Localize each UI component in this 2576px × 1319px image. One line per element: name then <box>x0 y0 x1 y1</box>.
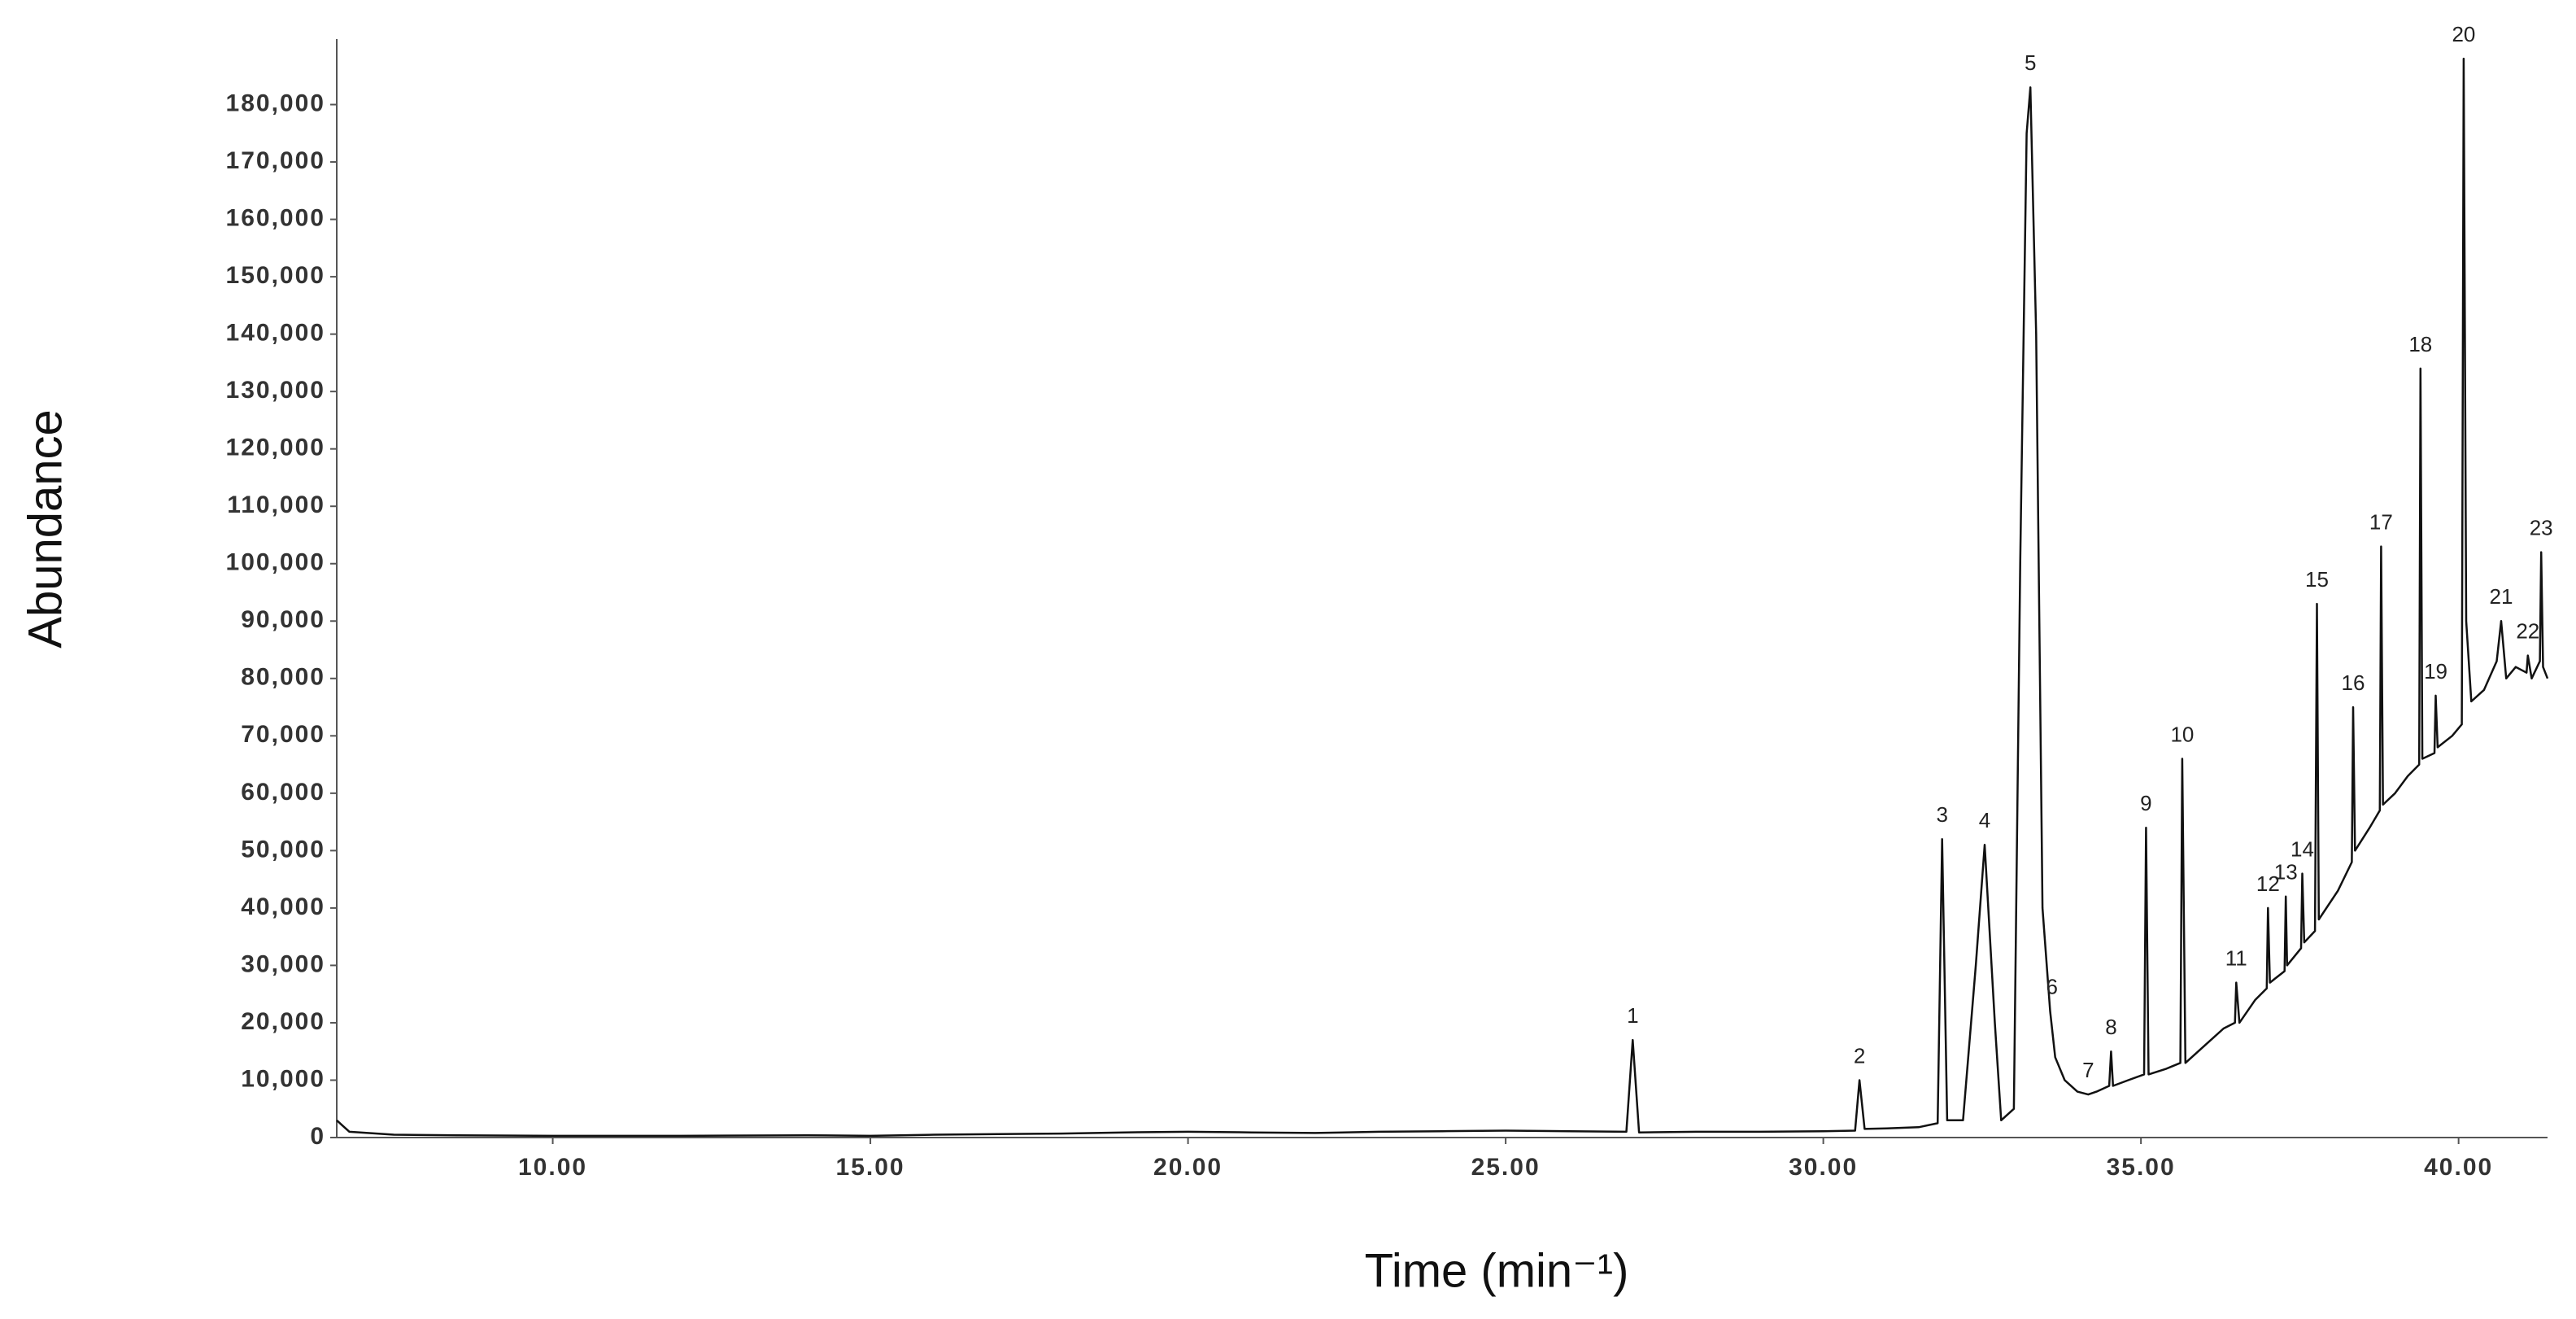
peak-label: 16 <box>2342 670 2365 695</box>
x-tick-label: 20.00 <box>1153 1154 1223 1181</box>
y-tick-label: 30,000 <box>241 950 325 977</box>
peak-label: 12 <box>2256 871 2280 896</box>
y-tick-label: 140,000 <box>226 320 325 347</box>
y-tick-label: 170,000 <box>226 147 325 174</box>
y-tick-label: 110,000 <box>227 491 325 518</box>
peak-label: 1 <box>1627 1003 1638 1028</box>
y-tick-label: 70,000 <box>241 721 325 748</box>
peak-label: 6 <box>2046 975 2058 999</box>
peak-label: 2 <box>1854 1043 1865 1068</box>
peak-label: 14 <box>2291 836 2314 861</box>
y-tick-label: 10,000 <box>241 1065 325 1092</box>
peak-label: 11 <box>2225 946 2247 970</box>
y-tick-label: 100,000 <box>226 549 325 576</box>
peak-label: 18 <box>2408 332 2432 356</box>
peak-label: 3 <box>1936 802 1947 827</box>
y-tick-label: 40,000 <box>241 893 325 920</box>
peak-label: 9 <box>2140 791 2151 815</box>
peak-label: 17 <box>2369 509 2393 534</box>
peak-label: 23 <box>2530 516 2553 540</box>
peak-label: 21 <box>2490 584 2513 609</box>
y-tick-label: 50,000 <box>241 836 325 863</box>
x-tick-label: 10.00 <box>518 1154 587 1181</box>
peak-label: 22 <box>2516 618 2539 643</box>
peak-label: 4 <box>1979 808 1990 832</box>
y-tick-label: 60,000 <box>241 779 325 806</box>
peak-label: 19 <box>2424 659 2447 684</box>
y-tick-label: 160,000 <box>226 205 325 232</box>
y-axis-title: Abundance <box>19 409 72 648</box>
chromatogram-line <box>336 57 2549 1138</box>
peak-label: 13 <box>2274 860 2298 884</box>
x-tick-label: 35.00 <box>2107 1154 2176 1181</box>
peak-label: 7 <box>2082 1058 2094 1082</box>
y-tick-label: 80,000 <box>241 664 325 691</box>
y-tick-label: 180,000 <box>226 90 325 116</box>
peak-label: 8 <box>2105 1015 2116 1039</box>
y-tick-label: 130,000 <box>226 377 325 404</box>
x-tick-label: 15.00 <box>836 1154 905 1181</box>
x-axis-title: Time (min⁻¹) <box>1365 1244 1629 1297</box>
y-tick-label: 150,000 <box>226 262 325 289</box>
peak-label: 10 <box>2170 722 2194 746</box>
peak-label: 15 <box>2305 567 2329 592</box>
y-tick-label: 90,000 <box>241 606 325 633</box>
y-tick-label: 0 <box>310 1123 325 1150</box>
peak-label: 5 <box>2025 50 2036 75</box>
y-tick-label: 20,000 <box>241 1008 325 1035</box>
y-tick-label: 120,000 <box>226 435 325 461</box>
x-tick-label: 25.00 <box>1471 1154 1541 1181</box>
x-tick-label: 30.00 <box>1789 1154 1858 1181</box>
x-tick-label: 40.00 <box>2424 1154 2493 1181</box>
peak-label: 20 <box>2452 22 2475 46</box>
